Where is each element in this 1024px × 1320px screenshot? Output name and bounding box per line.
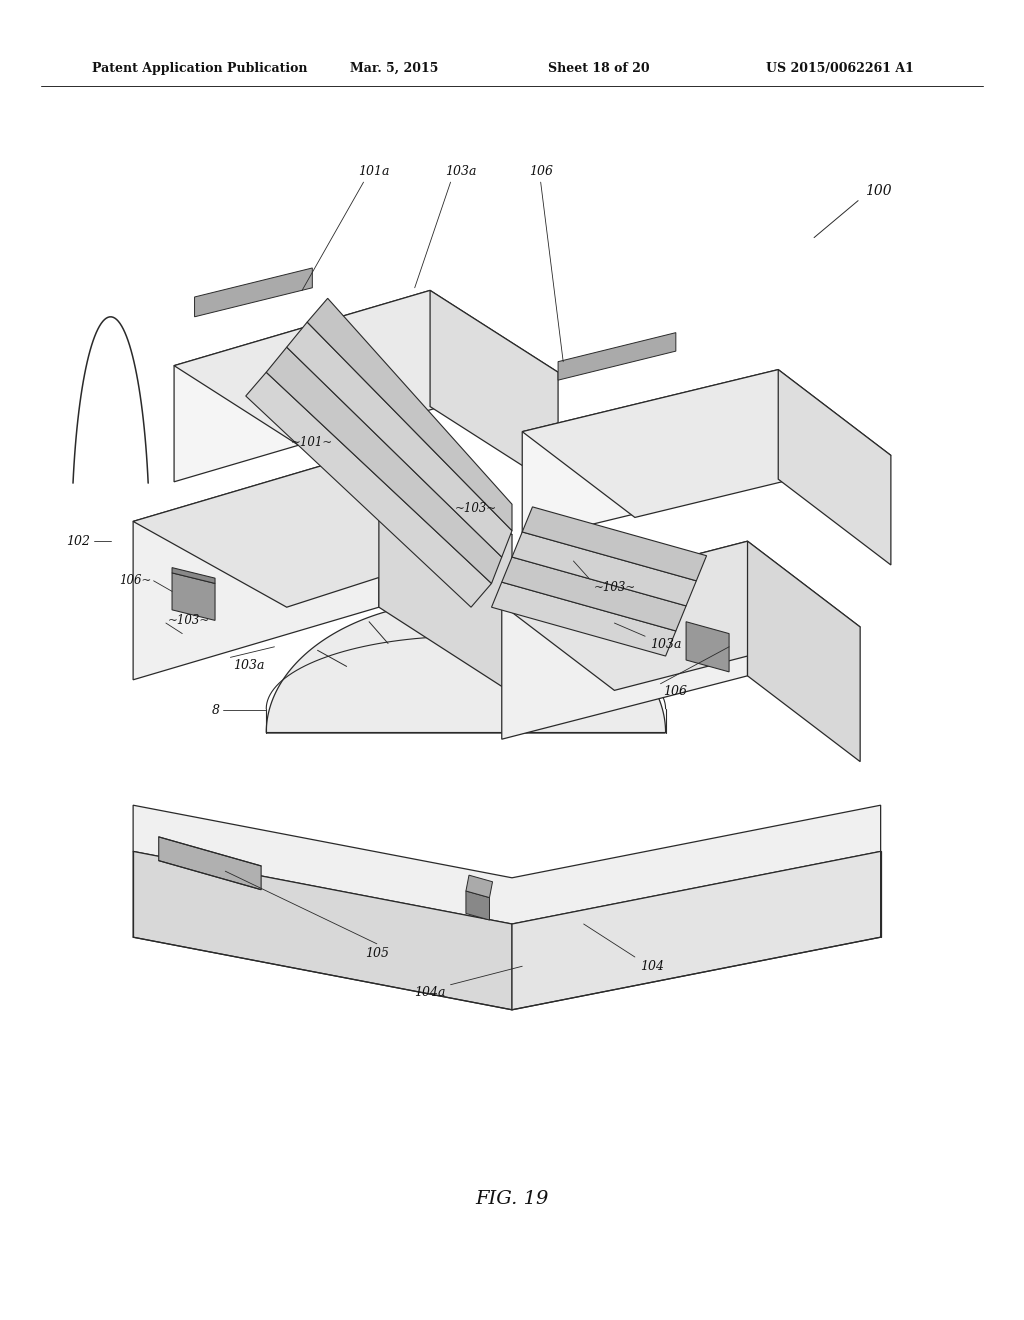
Polygon shape — [174, 290, 430, 482]
Polygon shape — [133, 851, 512, 1010]
Text: 104a: 104a — [415, 986, 445, 999]
Text: 103a: 103a — [650, 638, 682, 651]
Polygon shape — [502, 557, 686, 631]
Text: 103a: 103a — [233, 659, 265, 672]
Text: ~103~: ~103~ — [455, 502, 498, 515]
Polygon shape — [133, 449, 379, 680]
Text: 104: 104 — [640, 960, 664, 973]
Text: 106: 106 — [664, 685, 687, 698]
Text: US 2015/0062261 A1: US 2015/0062261 A1 — [766, 62, 913, 75]
Text: 102: 102 — [67, 535, 90, 548]
Text: 103a: 103a — [445, 165, 476, 178]
Text: 101a: 101a — [358, 165, 389, 178]
Polygon shape — [522, 507, 707, 581]
Text: 100: 100 — [865, 185, 892, 198]
Polygon shape — [172, 573, 215, 620]
Polygon shape — [466, 875, 493, 898]
Text: ~103~: ~103~ — [594, 581, 636, 594]
Polygon shape — [778, 370, 891, 565]
Text: Mar. 5, 2015: Mar. 5, 2015 — [350, 62, 438, 75]
Polygon shape — [502, 541, 860, 690]
Text: FIG. 19: FIG. 19 — [475, 1189, 549, 1208]
Text: ~101~: ~101~ — [291, 436, 334, 449]
Text: Sheet 18 of 20: Sheet 18 of 20 — [548, 62, 650, 75]
Text: 106: 106 — [528, 165, 553, 178]
Polygon shape — [492, 582, 676, 656]
Polygon shape — [686, 622, 729, 672]
Text: Patent Application Publication: Patent Application Publication — [92, 62, 307, 75]
Polygon shape — [748, 541, 860, 762]
Polygon shape — [195, 268, 312, 317]
Polygon shape — [266, 601, 666, 733]
Polygon shape — [558, 333, 676, 380]
Text: 105: 105 — [365, 946, 389, 960]
Polygon shape — [174, 290, 558, 447]
Text: 8: 8 — [212, 704, 220, 717]
Text: ~103~: ~103~ — [168, 614, 210, 627]
Polygon shape — [287, 322, 512, 557]
Polygon shape — [307, 298, 512, 531]
Polygon shape — [466, 891, 489, 920]
Polygon shape — [430, 290, 558, 488]
Polygon shape — [159, 837, 261, 890]
Polygon shape — [172, 568, 215, 583]
Polygon shape — [133, 449, 512, 607]
Polygon shape — [266, 347, 502, 583]
Polygon shape — [246, 372, 492, 607]
Polygon shape — [379, 449, 512, 693]
Polygon shape — [133, 805, 881, 924]
Polygon shape — [502, 541, 748, 739]
Polygon shape — [512, 851, 881, 1010]
Polygon shape — [522, 370, 891, 517]
Polygon shape — [512, 532, 696, 606]
Polygon shape — [522, 370, 778, 541]
Text: 106~: 106~ — [119, 574, 152, 587]
